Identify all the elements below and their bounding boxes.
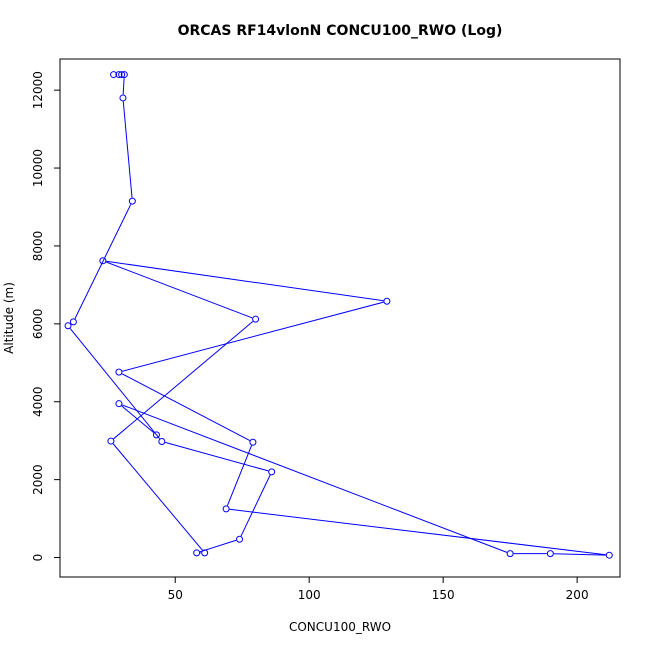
y-tick-label: 6000 xyxy=(31,309,45,340)
series-line-segment xyxy=(121,373,251,442)
data-point xyxy=(64,322,72,330)
y-tick-label: 8000 xyxy=(31,231,45,262)
data-point xyxy=(546,550,554,558)
data-point xyxy=(158,437,166,445)
data-point xyxy=(222,505,230,513)
data-point xyxy=(201,549,209,557)
x-tick-label: 50 xyxy=(168,588,183,602)
y-tick-label: 2000 xyxy=(31,464,45,495)
series-line-segment xyxy=(105,261,253,319)
data-point xyxy=(107,437,115,445)
y-tick-label: 12000 xyxy=(31,71,45,109)
series-line-segment xyxy=(113,321,254,440)
series-line-segment xyxy=(229,508,606,556)
data-point xyxy=(118,71,126,79)
data-point xyxy=(383,297,391,305)
x-axis-label: CONCU100_RWO xyxy=(289,620,391,634)
series-line-segment xyxy=(112,443,203,551)
data-point xyxy=(605,551,613,559)
data-point xyxy=(119,94,127,102)
series-line-segment xyxy=(69,328,161,440)
series-line-segment xyxy=(122,301,384,372)
data-point xyxy=(69,318,77,326)
series-line-segment xyxy=(122,101,133,198)
y-axis: 0 2000 4000 6000 8000 10000 12000 xyxy=(31,71,61,562)
data-point xyxy=(115,368,123,376)
chart-title: ORCAS RF14vlonN CONCU100_RWO (Log) xyxy=(178,23,503,39)
series-line-segment xyxy=(240,474,271,537)
data-point xyxy=(110,71,118,79)
series-line-segment xyxy=(226,445,253,506)
series-line-segment xyxy=(122,78,125,95)
data-point xyxy=(268,468,276,476)
series-line-segment xyxy=(74,204,132,319)
series-line-segment xyxy=(121,405,155,433)
series-line-segment xyxy=(165,441,269,472)
series-line-segment xyxy=(122,404,508,553)
data-point xyxy=(115,71,123,79)
data-point xyxy=(99,257,107,265)
y-tick-label: 0 xyxy=(31,554,45,562)
data-point xyxy=(236,535,244,543)
data-point xyxy=(128,197,136,205)
series-line-segment xyxy=(553,553,606,556)
x-tick-label: 150 xyxy=(432,588,455,602)
data-point xyxy=(152,431,160,439)
y-tick-label: 4000 xyxy=(31,386,45,417)
data-point xyxy=(115,400,123,408)
x-axis: 50 100 150 200 xyxy=(168,576,589,602)
series-layer xyxy=(64,71,613,559)
x-tick-label: 100 xyxy=(298,588,321,602)
data-point xyxy=(249,438,257,446)
y-tick-label: 10000 xyxy=(31,149,45,187)
x-tick-label: 200 xyxy=(566,588,589,602)
data-point xyxy=(193,549,201,557)
data-point xyxy=(120,71,128,79)
data-point xyxy=(252,315,260,323)
y-axis-label: Altitude (m) xyxy=(2,282,16,354)
data-point xyxy=(506,550,514,558)
series-line-segment xyxy=(106,260,384,302)
plot-frame xyxy=(59,58,621,578)
